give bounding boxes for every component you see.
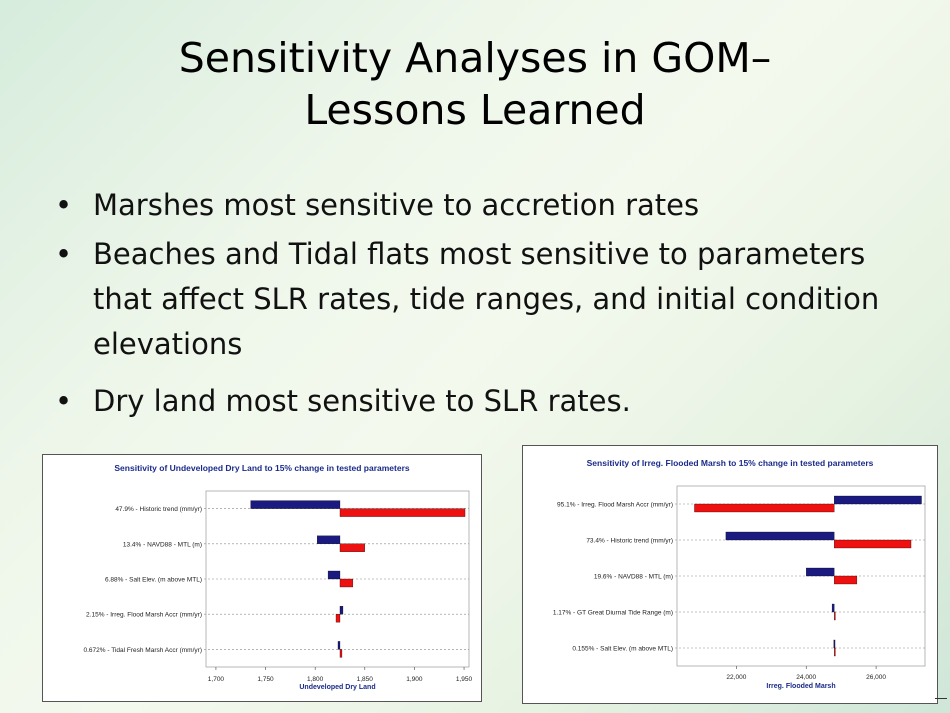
bar-low xyxy=(250,500,341,509)
bullet-item: • Beaches and Tidal flats most sensitive… xyxy=(55,232,915,367)
bar-low xyxy=(317,535,341,544)
x-tick-label: 1,800 xyxy=(307,676,324,683)
category-label: 73.4% - Historic trend (mm/yr) xyxy=(586,538,673,545)
bullet-text: Marshes most sensitive to accretion rate… xyxy=(93,188,700,222)
bullet-dot: • xyxy=(55,237,73,271)
x-tick-label: 26,000 xyxy=(866,674,886,681)
bar-low xyxy=(806,567,835,577)
title-line-2: Lessons Learned xyxy=(304,86,646,134)
bar-high xyxy=(339,649,343,658)
bar-high xyxy=(834,611,836,621)
bullet-dot: • xyxy=(55,188,73,222)
chart-svg: Sensitivity of Irreg. Flooded Marsh to 1… xyxy=(553,458,926,690)
x-axis-label: Undeveloped Dry Land xyxy=(299,684,375,691)
bar-low xyxy=(725,531,835,541)
divider xyxy=(935,698,947,699)
chart-irreg-marsh: Sensitivity of Irreg. Flooded Marsh to 1… xyxy=(522,445,938,704)
bar-high xyxy=(335,614,341,623)
x-tick-label: 1,950 xyxy=(456,676,473,683)
x-tick-label: 1,900 xyxy=(406,676,423,683)
chart-title: Sensitivity of Irreg. Flooded Marsh to 1… xyxy=(587,458,874,468)
title-line-1: Sensitivity Analyses in GOM– xyxy=(178,34,772,82)
bar-high xyxy=(834,647,836,657)
bar-low xyxy=(834,495,922,505)
bar-high xyxy=(694,503,835,513)
bullet-text: Beaches and Tidal flats most sensitive t… xyxy=(93,237,880,361)
bar-high xyxy=(339,578,354,588)
category-label: 13.4% - NAVD88 - MTL (m) xyxy=(123,541,202,548)
bar-low xyxy=(831,603,835,613)
bar-high xyxy=(339,543,365,552)
category-label: 0.672% - Tidal Fresh Marsh Accr (mm/yr) xyxy=(84,647,202,654)
x-tick-label: 1,700 xyxy=(208,676,225,683)
x-tick-label: 24,000 xyxy=(796,674,816,681)
category-label: 47.9% - Historic trend (mm/yr) xyxy=(115,506,202,513)
slide-title: Sensitivity Analyses in GOM– Lessons Lea… xyxy=(0,32,950,136)
bullet-text: Dry land most sensitive to SLR rates. xyxy=(93,384,631,418)
category-label: 1.17% - GT Great Diurnal Tide Range (m) xyxy=(553,610,673,617)
bullet-dot: • xyxy=(55,384,73,418)
chart-dry-land: Sensitivity of Undeveloped Dry Land to 1… xyxy=(42,454,482,702)
bar-low xyxy=(833,639,836,649)
category-label: 19.6% - NAVD88 - MTL (m) xyxy=(594,574,673,581)
category-label: 2.15% - Irreg. Flood Marsh Accr (mm/yr) xyxy=(86,612,202,619)
x-axis-label: Irreg. Flooded Marsh xyxy=(766,683,835,690)
bar-high xyxy=(834,539,912,549)
x-tick-label: 1,850 xyxy=(357,676,374,683)
category-label: 0.155% - Salt Elev. (m above MTL) xyxy=(572,646,673,653)
bar-high xyxy=(834,575,858,585)
bar-low xyxy=(337,641,341,650)
bar-high xyxy=(339,508,466,517)
chart-title: Sensitivity of Undeveloped Dry Land to 1… xyxy=(114,463,409,473)
chart-svg: Sensitivity of Undeveloped Dry Land to 1… xyxy=(84,463,473,691)
category-label: 6.88% - Salt Elev. (m above MTL) xyxy=(105,577,202,584)
category-label: 95.1% - Irreg. Flood Marsh Accr (mm/yr) xyxy=(557,502,673,509)
x-tick-label: 22,000 xyxy=(726,674,746,681)
bullet-item: • Dry land most sensitive to SLR rates. xyxy=(55,379,915,424)
x-tick-label: 1,750 xyxy=(257,676,274,683)
bullet-item: • Marshes most sensitive to accretion ra… xyxy=(55,183,915,228)
bullet-list: • Marshes most sensitive to accretion ra… xyxy=(55,183,915,424)
bar-low xyxy=(327,570,341,580)
bar-low xyxy=(339,606,344,615)
